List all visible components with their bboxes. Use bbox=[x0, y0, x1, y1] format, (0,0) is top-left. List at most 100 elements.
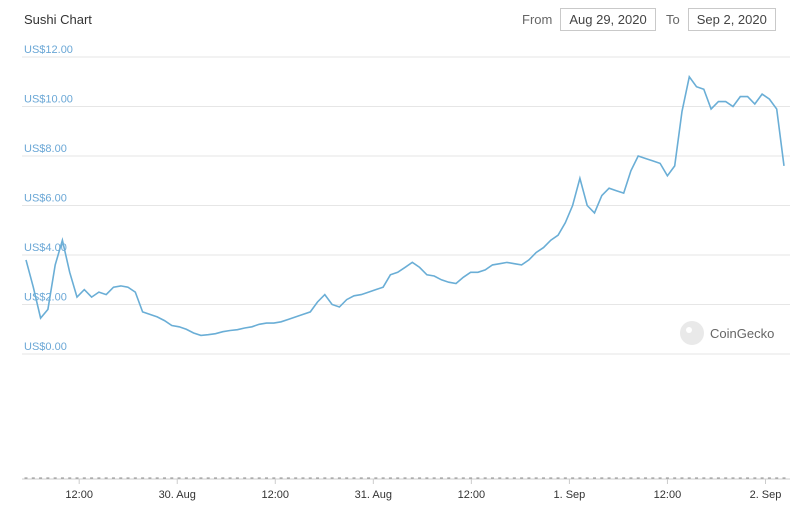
x-tick-label: 30. Aug bbox=[159, 489, 196, 501]
volume-bar bbox=[636, 477, 640, 479]
volume-bar bbox=[192, 477, 196, 479]
volume-bar bbox=[760, 477, 764, 479]
volume-bar bbox=[571, 477, 575, 479]
volume-bar bbox=[644, 477, 648, 479]
volume-bar bbox=[556, 477, 560, 479]
coingecko-logo-icon bbox=[680, 321, 704, 345]
volume-bar bbox=[24, 477, 28, 479]
volume-bar bbox=[104, 477, 108, 479]
volume-bar bbox=[505, 477, 509, 479]
coingecko-logo-eye-icon bbox=[686, 327, 692, 333]
volume-bar bbox=[746, 477, 750, 479]
volume-bar bbox=[170, 477, 174, 479]
volume-bar bbox=[629, 477, 633, 479]
volume-bar bbox=[206, 477, 210, 479]
volume-bar bbox=[687, 477, 691, 479]
y-tick-label: US$4.00 bbox=[24, 242, 67, 254]
volume-bar bbox=[483, 477, 487, 479]
volume-bar bbox=[767, 477, 771, 479]
volume-bar bbox=[731, 477, 735, 479]
volume-bar bbox=[578, 477, 582, 479]
volume-bar bbox=[388, 477, 392, 479]
volume-bar bbox=[709, 477, 713, 479]
volume-bar bbox=[46, 477, 50, 479]
volume-bar bbox=[141, 477, 145, 479]
volume-bar bbox=[673, 477, 677, 479]
volume-bar bbox=[367, 477, 371, 479]
volume-bar bbox=[447, 477, 451, 479]
y-tick-label: US$6.00 bbox=[24, 193, 67, 205]
volume-bar bbox=[418, 477, 422, 479]
volume-bar bbox=[775, 477, 779, 479]
volume-bar bbox=[585, 477, 589, 479]
from-date-input[interactable]: Aug 29, 2020 bbox=[560, 8, 656, 31]
volume-bar bbox=[658, 477, 662, 479]
volume-bar bbox=[31, 477, 35, 479]
volume-bar bbox=[133, 477, 137, 479]
volume-bar bbox=[111, 477, 115, 479]
volume-bar bbox=[352, 477, 356, 479]
volume-bar bbox=[82, 477, 86, 479]
volume-bar bbox=[316, 477, 320, 479]
volume-bar bbox=[476, 477, 480, 479]
chart-title: Sushi Chart bbox=[24, 12, 92, 27]
volume-bar bbox=[155, 477, 159, 479]
volume-bar bbox=[563, 477, 567, 479]
volume-bar bbox=[512, 477, 516, 479]
volume-bar bbox=[600, 477, 604, 479]
x-tick-label: 12:00 bbox=[458, 489, 486, 501]
volume-bar bbox=[301, 477, 305, 479]
volume-bar bbox=[410, 477, 414, 479]
volume-bar bbox=[469, 477, 473, 479]
volume-bar bbox=[60, 477, 64, 479]
volume-bar bbox=[39, 477, 43, 479]
volume-bar bbox=[119, 477, 123, 479]
volume-bar bbox=[162, 477, 166, 479]
volume-bar bbox=[90, 477, 94, 479]
x-tick-label: 2. Sep bbox=[750, 489, 782, 501]
volume-bar bbox=[53, 477, 57, 479]
x-tick-label: 31. Aug bbox=[355, 489, 392, 501]
from-range: From Aug 29, 2020 bbox=[522, 8, 656, 31]
volume-bar bbox=[257, 477, 261, 479]
volume-bar bbox=[199, 477, 203, 479]
volume-bar bbox=[439, 477, 443, 479]
volume-bar bbox=[97, 477, 101, 479]
volume-bar bbox=[221, 477, 225, 479]
volume-bar bbox=[279, 477, 283, 479]
volume-bar bbox=[250, 477, 254, 479]
x-tick-label: 12:00 bbox=[262, 489, 290, 501]
volume-bar bbox=[337, 477, 341, 479]
volume-bar bbox=[323, 477, 327, 479]
volume-bar bbox=[651, 477, 655, 479]
volume-bar bbox=[214, 477, 217, 479]
volume-bar bbox=[716, 477, 720, 479]
volume-bar bbox=[345, 477, 349, 479]
y-tick-label: US$2.00 bbox=[24, 292, 67, 304]
volume-bar bbox=[534, 477, 538, 479]
volume-bar bbox=[724, 477, 728, 479]
watermark-text: CoinGecko bbox=[710, 326, 774, 341]
volume-bar bbox=[753, 477, 757, 479]
volume-bar bbox=[498, 477, 502, 479]
volume-bar bbox=[425, 477, 429, 479]
volume-bar bbox=[738, 477, 742, 479]
to-date-input[interactable]: Sep 2, 2020 bbox=[687, 8, 776, 31]
volume-bar bbox=[782, 477, 786, 479]
volume-bar bbox=[665, 477, 669, 479]
volume-bar bbox=[330, 477, 334, 479]
volume-bar bbox=[541, 477, 545, 479]
volume-bar bbox=[432, 477, 436, 479]
volume-bar bbox=[520, 477, 524, 479]
volume-bar bbox=[527, 477, 531, 479]
volume-bar bbox=[68, 477, 72, 479]
volume-bar bbox=[243, 477, 247, 479]
to-range: To Sep 2, 2020 bbox=[666, 8, 776, 31]
volume-bar bbox=[286, 477, 290, 479]
volume-bar bbox=[593, 477, 596, 479]
volume-bar bbox=[374, 477, 378, 479]
coingecko-watermark: CoinGecko bbox=[680, 321, 774, 345]
volume-bar bbox=[454, 477, 458, 479]
volume-bar bbox=[607, 477, 611, 479]
